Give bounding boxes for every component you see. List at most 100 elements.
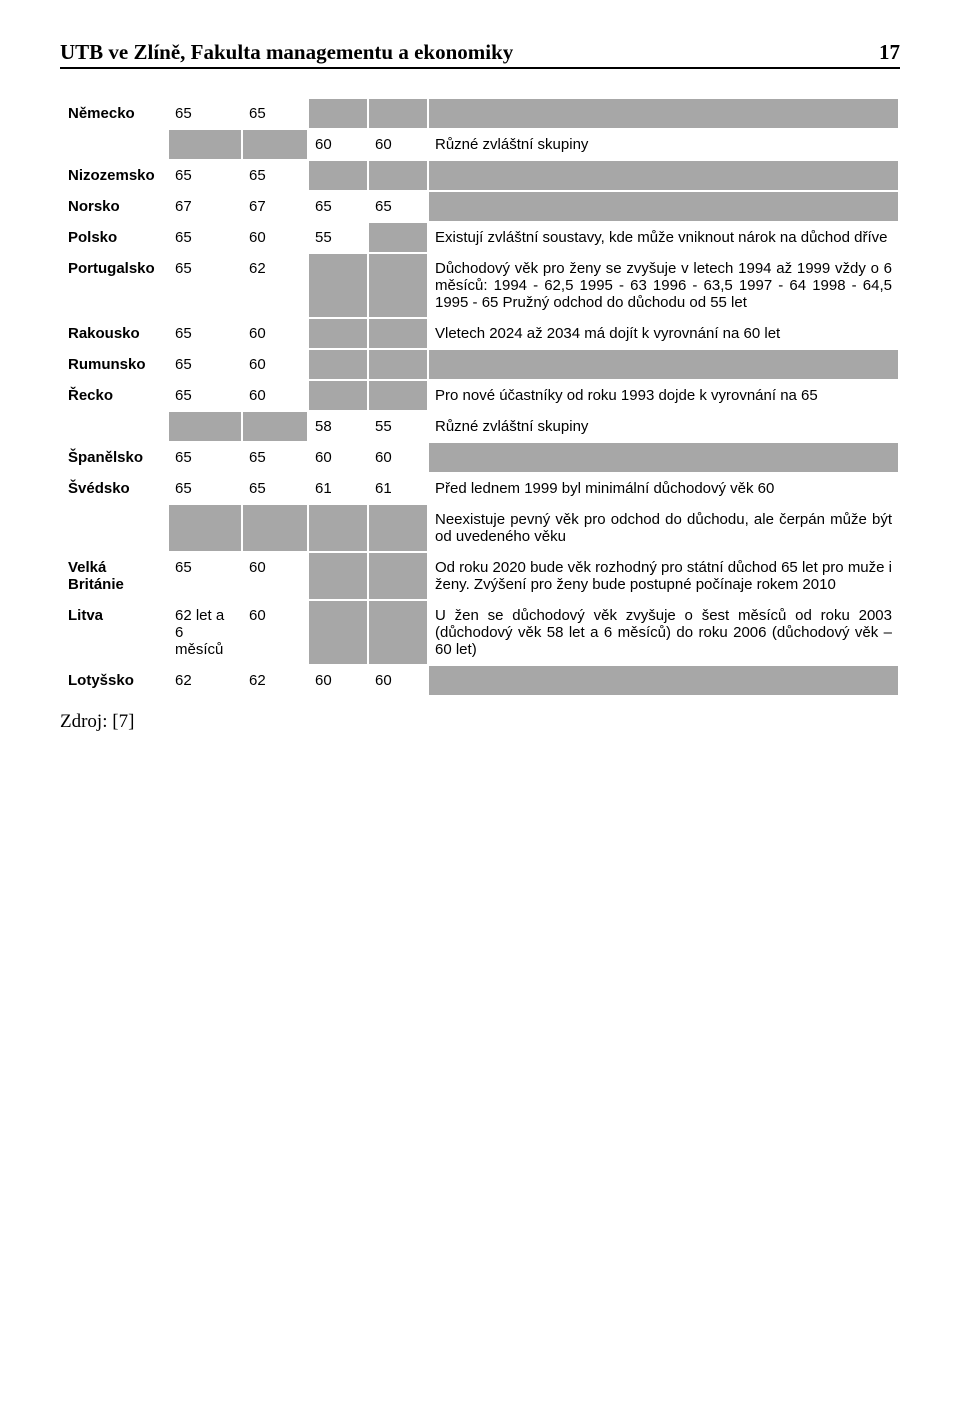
table-row: Rakousko 65 60 Vletech 2024 až 2034 má d… <box>62 319 898 348</box>
cell-desc: Vletech 2024 až 2034 má dojít k vyrovnán… <box>429 319 898 348</box>
cell-value: 65 <box>169 553 241 599</box>
cell-empty <box>309 553 367 599</box>
table-row: Řecko 65 60 Pro nové účastníky od roku 1… <box>62 381 898 410</box>
cell-country: Německo <box>62 99 167 128</box>
page-title: UTB ve Zlíně, Fakulta managementu a ekon… <box>60 40 513 65</box>
cell-desc <box>429 99 898 128</box>
cell-desc: U žen se důchodový věk zvyšuje o šest mě… <box>429 601 898 664</box>
cell-value: 60 <box>243 350 307 379</box>
cell-desc <box>429 443 898 472</box>
table-row: Nizozemsko 65 65 <box>62 161 898 190</box>
cell-value: 55 <box>309 223 367 252</box>
table-row: 58 55 Různé zvláštní skupiny <box>62 412 898 441</box>
cell-empty <box>309 601 367 664</box>
page-number: 17 <box>879 40 900 65</box>
cell-country: Litva <box>62 601 167 664</box>
cell-desc: Neexistuje pevný věk pro odchod do důcho… <box>429 505 898 551</box>
cell-empty <box>243 130 307 159</box>
cell-empty <box>243 412 307 441</box>
table-row: 60 60 Různé zvláštní skupiny <box>62 130 898 159</box>
cell-empty <box>169 505 241 551</box>
table-row: Portugalsko 65 62 Důchodový věk pro ženy… <box>62 254 898 317</box>
cell-value: 65 <box>169 319 241 348</box>
cell-value: 65 <box>169 350 241 379</box>
table-row: Španělsko 65 65 60 60 <box>62 443 898 472</box>
cell-country: Polsko <box>62 223 167 252</box>
table-row: Rumunsko 65 60 <box>62 350 898 379</box>
cell-value: 55 <box>369 412 427 441</box>
cell-value: 67 <box>243 192 307 221</box>
cell-empty <box>369 223 427 252</box>
cell-value: 65 <box>169 161 241 190</box>
cell-desc: Různé zvláštní skupiny <box>429 412 898 441</box>
cell-country: Portugalsko <box>62 254 167 317</box>
cell-empty <box>309 319 367 348</box>
cell-country: Nizozemsko <box>62 161 167 190</box>
cell-empty <box>309 254 367 317</box>
cell-value: 67 <box>169 192 241 221</box>
cell-value: 60 <box>369 443 427 472</box>
cell-desc <box>429 666 898 695</box>
cell-empty <box>369 350 427 379</box>
cell-value: 65 <box>169 474 241 503</box>
cell-empty <box>369 601 427 664</box>
cell-desc: Před lednem 1999 byl minimální důchodový… <box>429 474 898 503</box>
cell-desc: Důchodový věk pro ženy se zvyšuje v lete… <box>429 254 898 317</box>
cell-empty <box>62 505 167 551</box>
cell-value: 60 <box>243 319 307 348</box>
cell-empty <box>369 319 427 348</box>
cell-value: 62 <box>243 666 307 695</box>
cell-value: 61 <box>309 474 367 503</box>
cell-empty <box>309 505 367 551</box>
cell-country: Švédsko <box>62 474 167 503</box>
table-row: Neexistuje pevný věk pro odchod do důcho… <box>62 505 898 551</box>
cell-value: 60 <box>243 381 307 410</box>
cell-value: 62 <box>169 666 241 695</box>
cell-desc: Od roku 2020 bude věk rozhodný pro státn… <box>429 553 898 599</box>
retirement-age-table: Německo 65 65 60 60 Různé zvláštní skupi… <box>60 97 900 697</box>
cell-value: 60 <box>243 601 307 664</box>
cell-value: 65 <box>169 99 241 128</box>
cell-value: 65 <box>243 443 307 472</box>
cell-value: 65 <box>243 99 307 128</box>
cell-empty <box>309 161 367 190</box>
cell-country: Velká Británie <box>62 553 167 599</box>
cell-desc: Různé zvláštní skupiny <box>429 130 898 159</box>
cell-value: 61 <box>369 474 427 503</box>
cell-value: 60 <box>369 666 427 695</box>
cell-value: 65 <box>243 161 307 190</box>
cell-country: Rakousko <box>62 319 167 348</box>
cell-value: 60 <box>309 130 367 159</box>
cell-empty <box>243 505 307 551</box>
table-row: Lotyšsko 62 62 60 60 <box>62 666 898 695</box>
cell-desc: Existují zvláštní soustavy, kde může vni… <box>429 223 898 252</box>
table-row: Polsko 65 60 55 Existují zvláštní sousta… <box>62 223 898 252</box>
page-header: UTB ve Zlíně, Fakulta managementu a ekon… <box>60 40 900 69</box>
cell-value: 58 <box>309 412 367 441</box>
cell-country: Rumunsko <box>62 350 167 379</box>
cell-value: 65 <box>369 192 427 221</box>
cell-value: 65 <box>169 223 241 252</box>
cell-value: 65 <box>169 381 241 410</box>
cell-country: Španělsko <box>62 443 167 472</box>
cell-desc <box>429 161 898 190</box>
table-row: Velká Británie 65 60 Od roku 2020 bude v… <box>62 553 898 599</box>
cell-value: 65 <box>169 254 241 317</box>
cell-desc <box>429 192 898 221</box>
cell-desc <box>429 350 898 379</box>
cell-value: 60 <box>243 223 307 252</box>
table-row: Norsko 67 67 65 65 <box>62 192 898 221</box>
cell-value: 62 <box>243 254 307 317</box>
cell-value: 65 <box>243 474 307 503</box>
table-row: Švédsko 65 65 61 61 Před lednem 1999 byl… <box>62 474 898 503</box>
cell-empty <box>309 381 367 410</box>
cell-empty <box>62 130 167 159</box>
cell-value: 60 <box>369 130 427 159</box>
cell-empty <box>369 161 427 190</box>
cell-empty <box>369 553 427 599</box>
table-row: Litva 62 let a 6 měsíců 60 U žen se důch… <box>62 601 898 664</box>
cell-empty <box>169 130 241 159</box>
cell-value: 60 <box>309 443 367 472</box>
cell-value: 65 <box>169 443 241 472</box>
cell-value: 65 <box>309 192 367 221</box>
